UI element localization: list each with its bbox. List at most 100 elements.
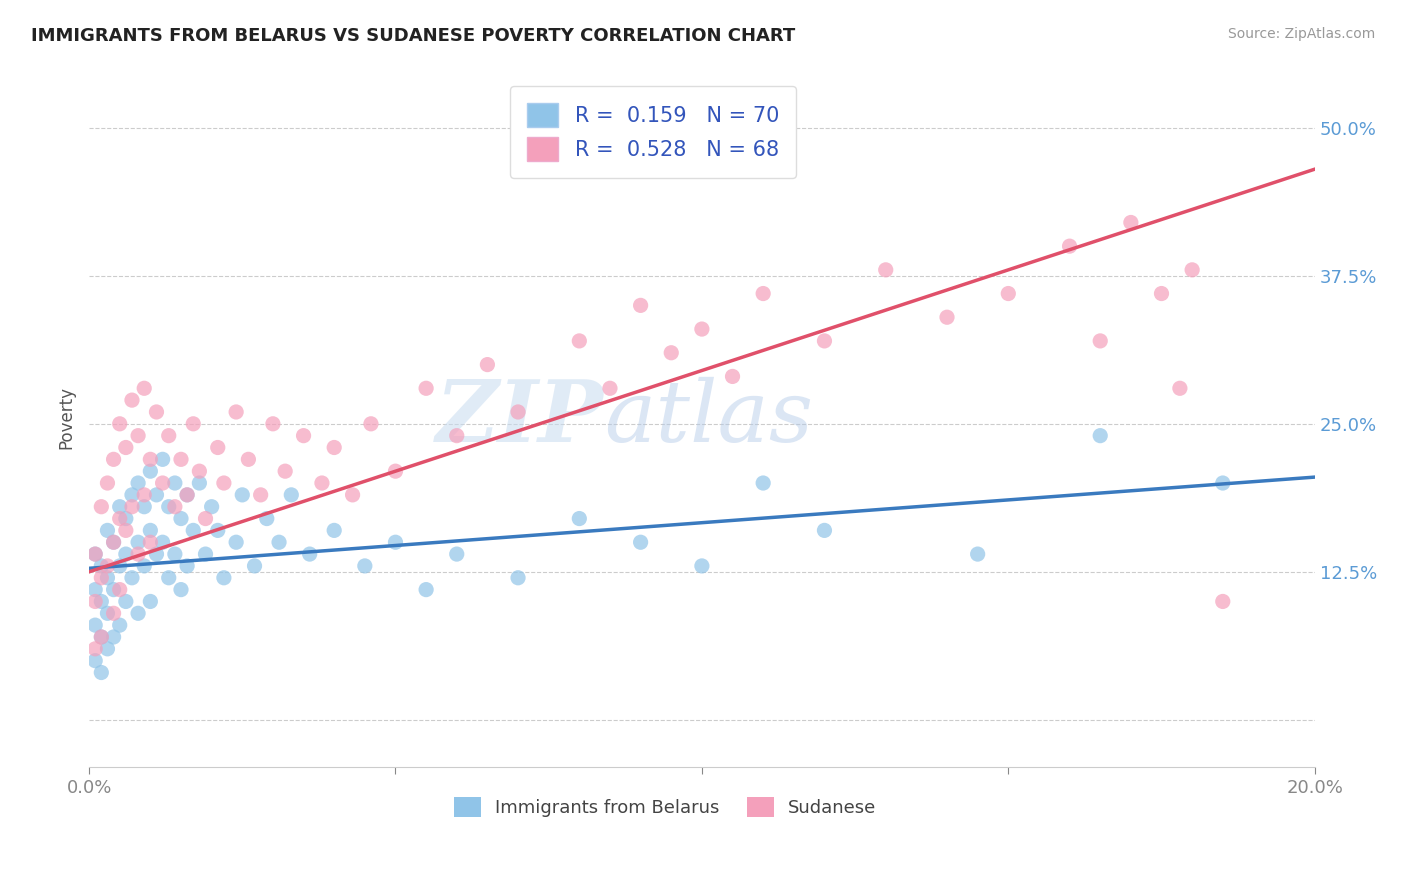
Point	[103, 582, 125, 597]
Point	[384, 535, 406, 549]
Point	[292, 428, 315, 442]
Text: ZIP: ZIP	[436, 376, 603, 459]
Point	[115, 524, 138, 538]
Point	[103, 630, 125, 644]
Point	[96, 641, 118, 656]
Point	[188, 476, 211, 491]
Point	[84, 547, 107, 561]
Point	[145, 405, 167, 419]
Text: Source: ZipAtlas.com: Source: ZipAtlas.com	[1227, 27, 1375, 41]
Point	[139, 524, 162, 538]
Point	[121, 393, 143, 408]
Point	[446, 547, 468, 561]
Point	[238, 452, 260, 467]
Point	[568, 511, 591, 525]
Point	[127, 547, 149, 561]
Point	[752, 286, 775, 301]
Point	[506, 571, 529, 585]
Point	[115, 441, 138, 455]
Point	[1119, 215, 1142, 229]
Point	[176, 558, 198, 573]
Point	[1090, 334, 1112, 348]
Point	[163, 500, 186, 514]
Point	[267, 535, 290, 549]
Point	[1181, 263, 1204, 277]
Point	[163, 547, 186, 561]
Point	[152, 452, 174, 467]
Point	[256, 511, 278, 525]
Point	[323, 524, 346, 538]
Point	[415, 582, 437, 597]
Point	[115, 511, 138, 525]
Point	[176, 488, 198, 502]
Point	[103, 452, 125, 467]
Point	[170, 582, 193, 597]
Point	[194, 511, 217, 525]
Point	[630, 298, 652, 312]
Point	[274, 464, 297, 478]
Point	[157, 500, 180, 514]
Point	[568, 334, 591, 348]
Point	[108, 417, 131, 431]
Point	[84, 641, 107, 656]
Point	[280, 488, 302, 502]
Point	[134, 488, 156, 502]
Point	[311, 476, 333, 491]
Point	[108, 500, 131, 514]
Point	[152, 535, 174, 549]
Point	[108, 511, 131, 525]
Point	[243, 558, 266, 573]
Point	[1090, 428, 1112, 442]
Point	[997, 286, 1019, 301]
Point	[152, 476, 174, 491]
Point	[103, 607, 125, 621]
Point	[506, 405, 529, 419]
Point	[659, 345, 682, 359]
Point	[212, 571, 235, 585]
Point	[90, 571, 112, 585]
Point	[415, 381, 437, 395]
Point	[690, 322, 713, 336]
Point	[360, 417, 382, 431]
Point	[90, 558, 112, 573]
Point	[875, 263, 897, 277]
Point	[96, 558, 118, 573]
Legend: Immigrants from Belarus, Sudanese: Immigrants from Belarus, Sudanese	[447, 789, 884, 824]
Point	[163, 476, 186, 491]
Point	[1150, 286, 1173, 301]
Point	[1059, 239, 1081, 253]
Point	[134, 558, 156, 573]
Point	[108, 618, 131, 632]
Point	[139, 452, 162, 467]
Point	[115, 594, 138, 608]
Point	[134, 381, 156, 395]
Point	[96, 571, 118, 585]
Text: atlas: atlas	[603, 376, 813, 459]
Point	[194, 547, 217, 561]
Point	[121, 500, 143, 514]
Point	[96, 607, 118, 621]
Point	[446, 428, 468, 442]
Point	[127, 607, 149, 621]
Point	[1168, 381, 1191, 395]
Point	[108, 582, 131, 597]
Point	[249, 488, 271, 502]
Point	[207, 524, 229, 538]
Point	[139, 464, 162, 478]
Point	[170, 511, 193, 525]
Point	[134, 500, 156, 514]
Point	[207, 441, 229, 455]
Y-axis label: Poverty: Poverty	[58, 386, 75, 450]
Point	[84, 618, 107, 632]
Point	[323, 441, 346, 455]
Point	[121, 488, 143, 502]
Point	[90, 630, 112, 644]
Point	[1212, 476, 1234, 491]
Point	[157, 428, 180, 442]
Text: IMMIGRANTS FROM BELARUS VS SUDANESE POVERTY CORRELATION CHART: IMMIGRANTS FROM BELARUS VS SUDANESE POVE…	[31, 27, 796, 45]
Point	[225, 535, 247, 549]
Point	[231, 488, 253, 502]
Point	[342, 488, 364, 502]
Point	[225, 405, 247, 419]
Point	[90, 665, 112, 680]
